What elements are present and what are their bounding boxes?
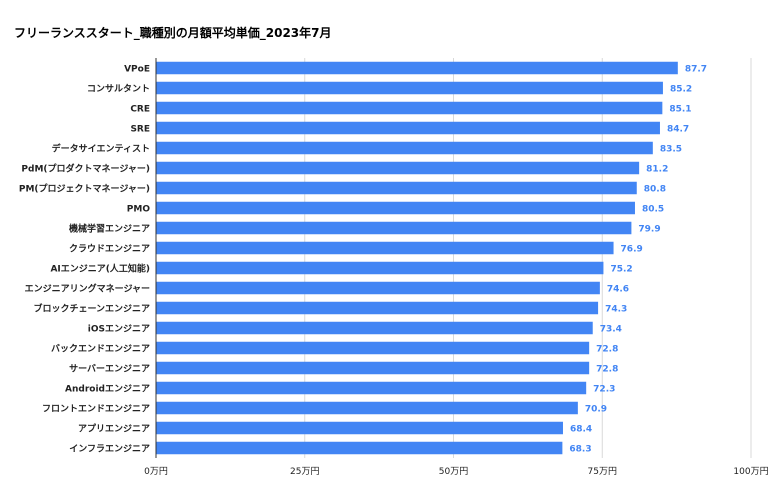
bar [156, 441, 563, 455]
data-labels: 87.7 85.2 85.1 84.7 83.5 81.2 80.8 80.5 79.9 76.9… [569, 65, 707, 455]
bar [156, 261, 604, 275]
category-label: 機械学習エンジニア [69, 223, 150, 235]
bars [156, 61, 678, 455]
category-label: クラウドエンジニア [69, 244, 150, 255]
category-label: コンサルタント [87, 83, 150, 95]
category-label: PdM(プロダクトマネージャー) [21, 163, 150, 175]
bar [156, 101, 663, 115]
data-label: 72.8 [596, 345, 618, 355]
grid-lines [304, 58, 752, 458]
bar [156, 141, 653, 155]
category-label: iOSエンジニア [88, 324, 150, 335]
data-label: 79.9 [638, 225, 660, 235]
data-label: 68.4 [570, 425, 592, 435]
category-label: CRE [130, 105, 150, 115]
category-label: エンジニアリングマネージャー [25, 283, 150, 295]
category-label: アプリエンジニア [78, 423, 150, 435]
data-label: 73.4 [600, 325, 622, 335]
category-label: VPoE [124, 65, 150, 75]
x-tick-label: 0万円 [144, 466, 168, 477]
bar [156, 361, 590, 375]
bar [156, 241, 614, 255]
category-label: バックエンドエンジニア [51, 344, 150, 355]
x-tick-label: 100万円 [733, 466, 768, 477]
category-label: データサイエンティスト [52, 143, 150, 155]
bar [156, 401, 578, 415]
data-label: 80.5 [642, 205, 664, 215]
x-tick-label: 75万円 [588, 466, 617, 477]
category-label: ブロックチェーンエンジニア [33, 303, 150, 315]
bar [156, 161, 640, 175]
x-tick-label: 50万円 [439, 466, 468, 477]
data-label: 68.3 [569, 445, 591, 455]
category-label: サーバーエンジニア [69, 364, 150, 375]
x-tick-label: 25万円 [290, 466, 319, 477]
data-label: 80.8 [644, 185, 666, 195]
category-labels: VPoE コンサルタント CRE SRE データサイエンティスト PdM(プロダクトマネー… [19, 65, 151, 455]
bar [156, 221, 632, 235]
data-label: 75.2 [610, 265, 632, 275]
bar [156, 281, 600, 295]
category-label: SRE [130, 125, 150, 135]
category-label: フロントエンドエンジニア [42, 404, 150, 415]
category-label: インフラエンジニア [69, 444, 150, 455]
category-label: Androidエンジニア [65, 384, 150, 395]
data-label: 70.9 [585, 405, 607, 415]
bar [156, 381, 587, 395]
bar [156, 301, 599, 315]
bar [156, 81, 663, 95]
bar [156, 421, 563, 435]
x-axis-ticks: 0万円 25万円 50万円 75万円 100万円 [144, 466, 768, 477]
chart-title: フリーランススタート_職種別の月額平均単価_2023年7月 [14, 26, 332, 40]
bar [156, 181, 637, 195]
bar [156, 121, 660, 135]
data-label: 74.6 [607, 285, 629, 295]
bar [156, 61, 678, 75]
data-label: 76.9 [621, 245, 643, 255]
bar [156, 201, 635, 215]
data-label: 72.3 [593, 385, 615, 395]
data-label: 85.1 [669, 105, 691, 115]
data-label: 74.3 [605, 305, 627, 315]
category-label: PMO [127, 205, 151, 215]
data-label: 84.7 [667, 125, 689, 135]
bar [156, 321, 593, 335]
bar [156, 341, 590, 355]
category-label: PM(プロジェクトマネージャー) [19, 183, 150, 195]
data-label: 87.7 [685, 65, 707, 75]
category-label: AIエンジニア(人工知能) [50, 263, 150, 275]
data-label: 72.8 [596, 365, 618, 375]
data-label: 85.2 [670, 85, 692, 95]
data-label: 81.2 [646, 165, 668, 175]
data-label: 83.5 [660, 145, 682, 155]
